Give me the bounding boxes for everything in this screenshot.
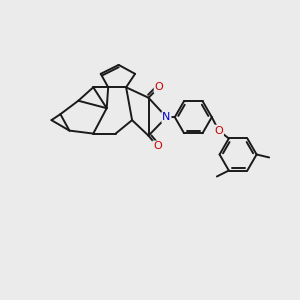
Text: O: O (214, 126, 223, 136)
Text: O: O (154, 82, 163, 92)
Text: N: N (162, 112, 171, 122)
Text: O: O (153, 141, 162, 152)
